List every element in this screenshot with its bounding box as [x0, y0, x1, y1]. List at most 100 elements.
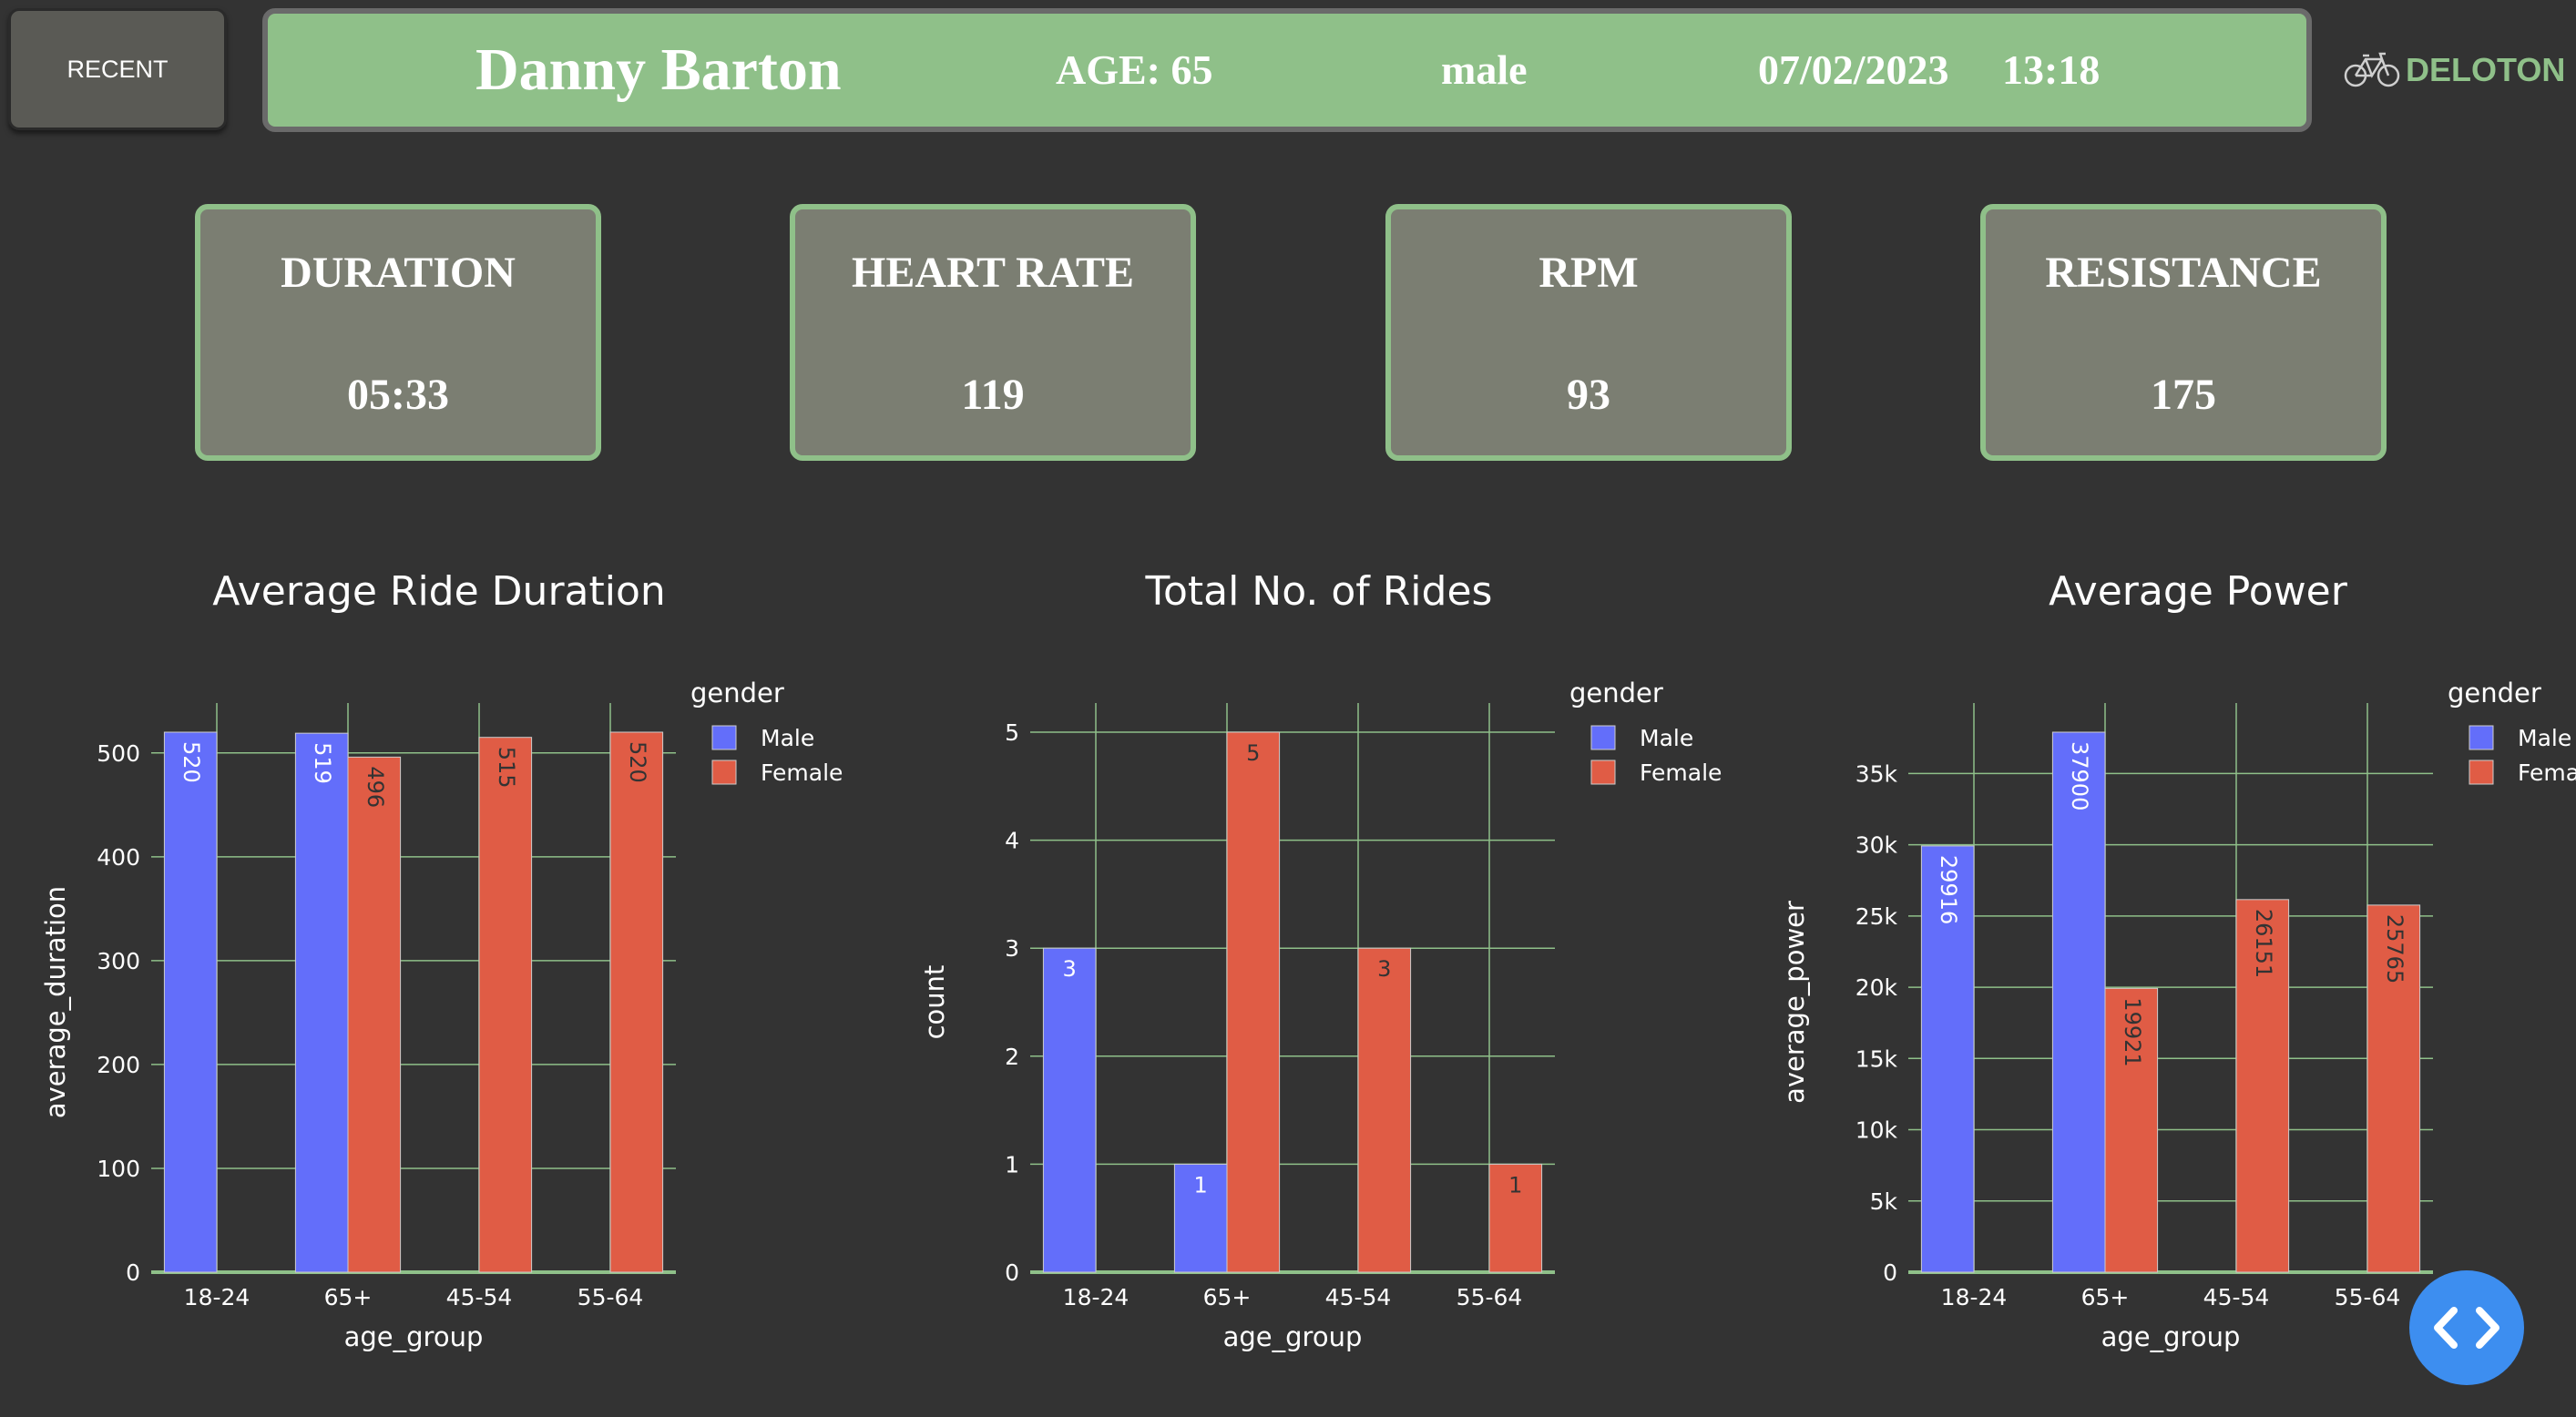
- duration-bar-chart: 0 100 200 300 400 500 18-24 65+ 45-54 55-64 age_gr…: [40, 678, 843, 1352]
- chart-title-power: Average Power: [2049, 568, 2347, 615]
- stat-value: 05:33: [347, 371, 449, 419]
- x-tick-label: 18-24: [1941, 1284, 2008, 1310]
- bar-female: [478, 737, 533, 1273]
- y-tick-label: 4: [1005, 828, 1019, 854]
- rider-name: Danny Barton: [475, 36, 842, 103]
- data-label: 3: [1377, 956, 1391, 982]
- y-axis-title: average_duration: [40, 886, 71, 1118]
- x-tick-label: 65+: [1203, 1284, 1252, 1310]
- x-tick-label: 45-54: [2203, 1284, 2270, 1310]
- stat-card-duration: DURATION 05:33: [195, 204, 601, 461]
- deloton-logo: DELOTON: [2344, 47, 2565, 93]
- bar-female: [609, 731, 664, 1273]
- y-tick-label: 5: [1005, 719, 1019, 746]
- legend-entry-male: Male: [761, 725, 814, 751]
- bar-male: [1173, 1163, 1228, 1273]
- stat-value: 119: [961, 371, 1025, 419]
- rider-gender: male: [1441, 46, 1528, 93]
- code-brackets-icon: [2434, 1307, 2499, 1349]
- bar-female: [347, 756, 402, 1273]
- bar-female: [1226, 731, 1281, 1273]
- x-tick-label: 55-64: [578, 1284, 644, 1310]
- bar-male: [294, 732, 349, 1273]
- stat-label: RESISTANCE: [2045, 249, 2322, 297]
- data-label: 519: [310, 742, 335, 784]
- data-label: 5: [1246, 740, 1260, 766]
- data-label: 1: [1508, 1172, 1522, 1198]
- y-tick-label: 200: [97, 1052, 140, 1078]
- bar-female: [2235, 899, 2290, 1273]
- stat-card-rpm: RPM 93: [1385, 204, 1792, 461]
- bar-male: [1920, 845, 1975, 1273]
- x-tick-label: 65+: [324, 1284, 373, 1310]
- legend-entry-male: Male: [2518, 725, 2571, 751]
- x-tick-label: 18-24: [184, 1284, 250, 1310]
- logo-text: DELOTON: [2406, 51, 2566, 88]
- legend-entry-female: Female: [761, 759, 843, 786]
- y-axis-title: count: [919, 965, 950, 1040]
- ride-date: 07/02/2023: [1758, 46, 1949, 93]
- legend-swatch-male: [1590, 725, 1616, 750]
- code-toggle-button[interactable]: [2409, 1270, 2524, 1385]
- data-label: 3: [1063, 956, 1077, 982]
- power-bar-chart: 0 5k 10k 15k 20k 25k 30k 35k 18-24 65+ 45-54 55-64 a…: [1779, 678, 2576, 1352]
- legend-swatch-female: [2469, 759, 2494, 785]
- y-tick-label: 35k: [1855, 760, 1898, 787]
- bar-female: [1357, 947, 1412, 1273]
- y-tick-label: 0: [126, 1259, 140, 1286]
- legend-swatch-male: [711, 725, 737, 750]
- bar-female: [2104, 987, 2159, 1273]
- ride-time: 13:18: [2002, 46, 2101, 93]
- y-tick-label: 0: [1005, 1259, 1019, 1286]
- y-axis-title: average_power: [1779, 901, 1810, 1104]
- rider-age: AGE: 65: [1056, 46, 1213, 93]
- stat-card-resistance: RESISTANCE 175: [1980, 204, 2387, 461]
- x-tick-label: 45-54: [446, 1284, 513, 1310]
- data-label: 520: [625, 741, 650, 783]
- x-tick-label: 65+: [2081, 1284, 2130, 1310]
- chart-title-duration: Average Ride Duration: [212, 568, 666, 615]
- data-label: 26151: [2251, 909, 2276, 978]
- chart-title-rides: Total No. of Rides: [1145, 568, 1493, 615]
- y-tick-label: 30k: [1855, 832, 1898, 859]
- bar-male: [163, 731, 218, 1273]
- legend-swatch-male: [2469, 725, 2494, 750]
- legend-swatch-female: [711, 759, 737, 785]
- y-tick-label: 20k: [1855, 974, 1898, 1001]
- bicycle-icon: [2344, 52, 2400, 87]
- y-tick-label: 0: [1883, 1259, 1897, 1286]
- x-axis-title: age_group: [1223, 1321, 1363, 1352]
- y-tick-label: 3: [1005, 935, 1019, 962]
- data-label: 496: [363, 766, 388, 808]
- stat-value: 175: [2151, 371, 2216, 419]
- y-tick-label: 25k: [1855, 903, 1898, 930]
- data-label: 19921: [2120, 997, 2145, 1066]
- y-tick-label: 1: [1005, 1151, 1019, 1177]
- legend-entry-male: Male: [1640, 725, 1693, 751]
- data-label: 25765: [2382, 914, 2407, 984]
- rides-bar-chart: 0 1 2 3 4 5 18-24 65+ 45-54 55-64 age_group count 3 1…: [919, 678, 1722, 1352]
- stat-card-heart-rate: HEART RATE 119: [790, 204, 1196, 461]
- data-label: 29916: [1936, 855, 1961, 924]
- stat-value: 93: [1567, 371, 1610, 419]
- legend-swatch-female: [1590, 759, 1616, 785]
- data-label: 515: [494, 747, 519, 789]
- y-tick-label: 300: [97, 948, 140, 974]
- y-tick-label: 100: [97, 1156, 140, 1182]
- recent-button[interactable]: RECENT: [8, 8, 227, 130]
- data-label: 520: [179, 741, 204, 783]
- x-tick-label: 55-64: [2335, 1284, 2401, 1310]
- y-tick-label: 2: [1005, 1044, 1019, 1070]
- x-tick-label: 18-24: [1063, 1284, 1130, 1310]
- stat-label: RPM: [1538, 249, 1639, 297]
- legend-title: gender: [2448, 678, 2541, 708]
- y-tick-label: 10k: [1855, 1117, 1898, 1144]
- bar-female: [2366, 904, 2421, 1273]
- bar-male: [2051, 731, 2106, 1273]
- legend-title: gender: [690, 678, 784, 708]
- rider-info-bar: Danny Barton AGE: 65 male 07/02/2023 13:…: [262, 8, 2312, 132]
- data-label: 37900: [2067, 741, 2092, 810]
- y-tick-label: 400: [97, 844, 140, 871]
- x-tick-label: 55-64: [1457, 1284, 1523, 1310]
- bar-female: [1488, 1163, 1543, 1273]
